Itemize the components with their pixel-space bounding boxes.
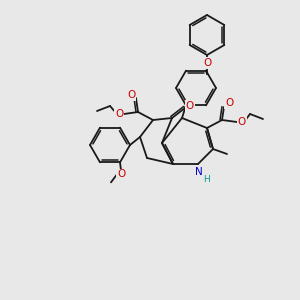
Text: O: O [127, 90, 135, 100]
Text: O: O [117, 169, 125, 179]
Text: H: H [202, 175, 209, 184]
Text: O: O [203, 58, 211, 68]
Text: O: O [115, 109, 123, 119]
Text: O: O [238, 117, 246, 127]
Text: N: N [195, 167, 203, 177]
Text: O: O [225, 98, 233, 108]
Text: O: O [186, 101, 194, 111]
